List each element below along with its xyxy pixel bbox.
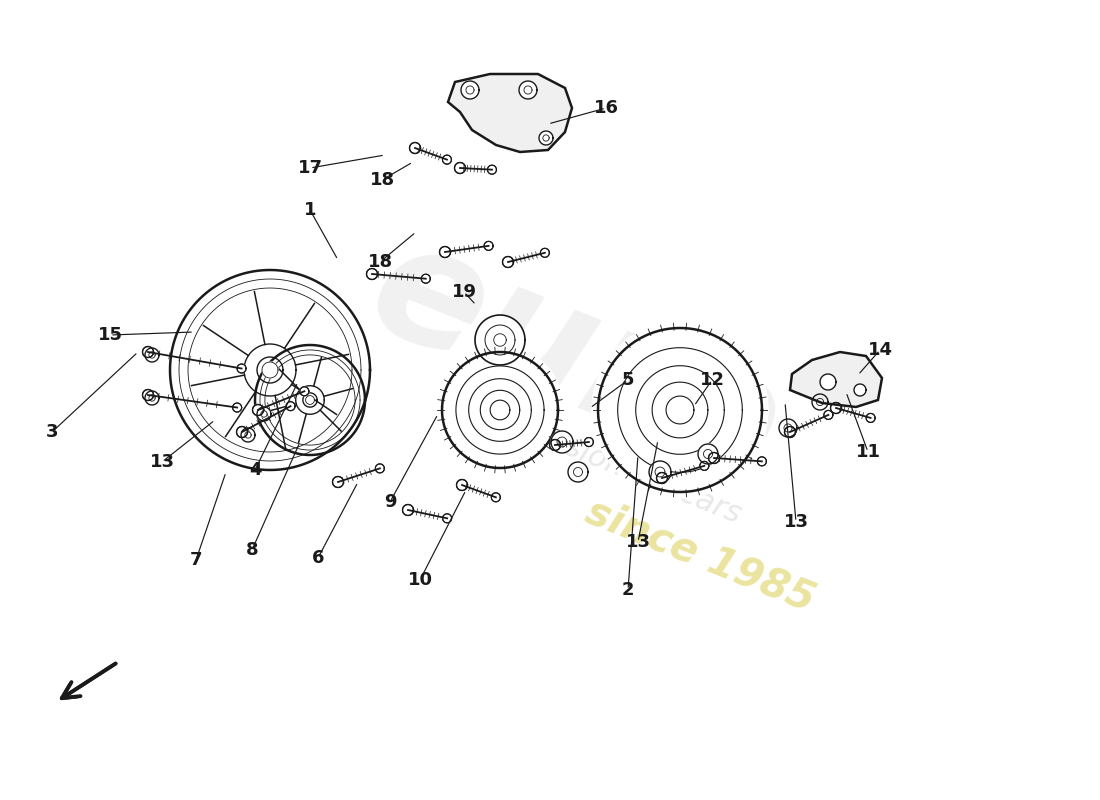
Text: 1: 1: [304, 201, 317, 219]
Circle shape: [492, 493, 500, 502]
Text: 4: 4: [249, 461, 262, 479]
Circle shape: [366, 269, 377, 279]
Text: 3: 3: [46, 423, 58, 441]
Circle shape: [758, 457, 767, 466]
Circle shape: [461, 81, 478, 99]
Circle shape: [540, 248, 549, 258]
Text: 16: 16: [594, 99, 618, 117]
Circle shape: [649, 461, 671, 483]
Circle shape: [421, 274, 430, 283]
Text: 12: 12: [700, 371, 725, 389]
Circle shape: [409, 142, 420, 154]
Text: 6: 6: [311, 549, 324, 567]
Circle shape: [403, 505, 414, 515]
Circle shape: [812, 394, 828, 410]
Circle shape: [584, 438, 593, 446]
Text: 9: 9: [384, 493, 396, 511]
Circle shape: [145, 391, 160, 405]
Text: 17: 17: [297, 159, 322, 177]
Circle shape: [698, 444, 718, 464]
Circle shape: [375, 464, 384, 473]
Text: 13: 13: [626, 533, 650, 551]
Circle shape: [568, 462, 588, 482]
Circle shape: [820, 374, 836, 390]
Circle shape: [236, 426, 248, 438]
Circle shape: [475, 315, 525, 365]
Circle shape: [306, 396, 315, 404]
Circle shape: [442, 155, 451, 164]
Circle shape: [241, 428, 255, 442]
Text: 7: 7: [189, 551, 202, 569]
Circle shape: [232, 403, 242, 412]
Circle shape: [454, 162, 465, 174]
Circle shape: [257, 407, 271, 421]
Circle shape: [300, 386, 309, 396]
Text: 10: 10: [407, 571, 432, 589]
Circle shape: [784, 426, 795, 438]
Circle shape: [519, 81, 537, 99]
Circle shape: [253, 405, 264, 415]
Circle shape: [592, 322, 768, 498]
Circle shape: [708, 453, 719, 463]
Text: eurp: eurp: [348, 206, 802, 514]
Circle shape: [442, 514, 452, 523]
Circle shape: [657, 473, 668, 483]
Text: 11: 11: [856, 443, 880, 461]
Circle shape: [503, 257, 514, 267]
Text: 15: 15: [98, 326, 122, 344]
Circle shape: [436, 346, 564, 474]
Text: 8: 8: [245, 541, 258, 559]
Text: 2: 2: [621, 581, 635, 599]
Text: 18: 18: [367, 253, 393, 271]
Circle shape: [170, 270, 370, 470]
Text: 13: 13: [783, 513, 808, 531]
Text: 14: 14: [868, 341, 892, 359]
Circle shape: [672, 402, 689, 418]
Text: 13: 13: [150, 453, 175, 471]
Circle shape: [830, 402, 842, 414]
Circle shape: [262, 362, 278, 378]
Circle shape: [779, 419, 798, 437]
Text: 19: 19: [451, 283, 476, 301]
Circle shape: [824, 410, 833, 419]
Text: a passion for cars: a passion for cars: [484, 401, 746, 529]
Text: since 1985: since 1985: [580, 492, 821, 620]
Circle shape: [143, 390, 154, 401]
Circle shape: [440, 246, 451, 258]
Circle shape: [332, 477, 343, 487]
Circle shape: [456, 479, 468, 490]
Circle shape: [286, 402, 295, 410]
Circle shape: [551, 431, 573, 453]
Circle shape: [143, 346, 154, 358]
Circle shape: [539, 131, 553, 145]
Circle shape: [494, 404, 506, 416]
Text: 5: 5: [621, 371, 635, 389]
Circle shape: [238, 364, 246, 373]
Circle shape: [255, 345, 365, 455]
Circle shape: [145, 348, 160, 362]
Circle shape: [550, 439, 561, 450]
Polygon shape: [448, 74, 572, 152]
Circle shape: [854, 384, 866, 396]
Circle shape: [487, 165, 496, 174]
Circle shape: [700, 462, 708, 470]
Polygon shape: [790, 352, 882, 407]
Circle shape: [866, 414, 876, 422]
Circle shape: [484, 242, 493, 250]
Text: 18: 18: [370, 171, 395, 189]
